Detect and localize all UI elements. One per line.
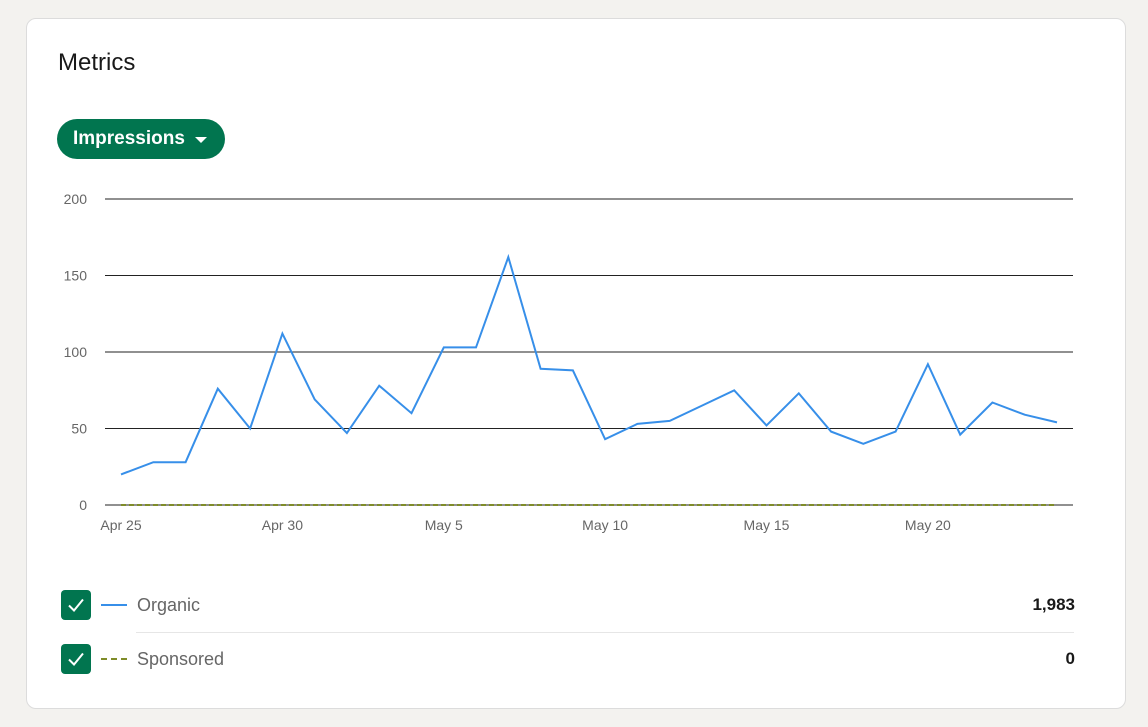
metrics-card: Metrics Impressions 0 50 100 150 200 Apr 25 Ap… xyxy=(26,18,1126,709)
checkmark-icon xyxy=(68,598,84,612)
x-tick-label-may-5: May 5 xyxy=(425,517,463,533)
x-tick-label-may-15: May 15 xyxy=(744,517,790,533)
y-tick-label-50: 50 xyxy=(71,421,87,437)
y-tick-label-200: 200 xyxy=(64,191,88,207)
sponsored-checkbox[interactable] xyxy=(61,644,91,674)
legend-total-organic: 1,983 xyxy=(1032,595,1075,614)
line-chart: 0 50 100 150 200 Apr 25 Apr 30 May 5 May 10 May 1… xyxy=(64,191,1073,533)
organic-line-swatch xyxy=(101,604,127,606)
card-title: Metrics xyxy=(58,49,136,76)
x-tick-label-may-10: May 10 xyxy=(582,517,628,533)
metric-dropdown-button[interactable]: Impressions xyxy=(57,119,225,159)
legend-label-organic: Organic xyxy=(137,594,201,615)
legend-total-sponsored: 0 xyxy=(1065,649,1075,668)
legend-row-organic: Organic 1,983 xyxy=(61,590,1075,620)
caret-down-icon xyxy=(194,137,207,143)
x-tick-label-apr-25: Apr 25 xyxy=(100,517,141,533)
checkmark-icon xyxy=(68,652,84,666)
sponsored-line-swatch xyxy=(101,658,127,660)
y-tick-label-100: 100 xyxy=(64,344,88,360)
series-line-organic xyxy=(120,253,1058,476)
y-tick-label-150: 150 xyxy=(64,268,88,284)
x-tick-label-may-20: May 20 xyxy=(905,517,951,533)
legend-divider xyxy=(136,632,1074,633)
y-tick-label-0: 0 xyxy=(79,497,87,513)
legend-label-sponsored: Sponsored xyxy=(137,648,225,669)
x-tick-label-apr-30: Apr 30 xyxy=(262,517,303,533)
metric-dropdown-label: Impressions xyxy=(73,128,185,149)
organic-checkbox[interactable] xyxy=(61,590,91,620)
legend-row-sponsored: Sponsored 0 xyxy=(61,644,1075,674)
